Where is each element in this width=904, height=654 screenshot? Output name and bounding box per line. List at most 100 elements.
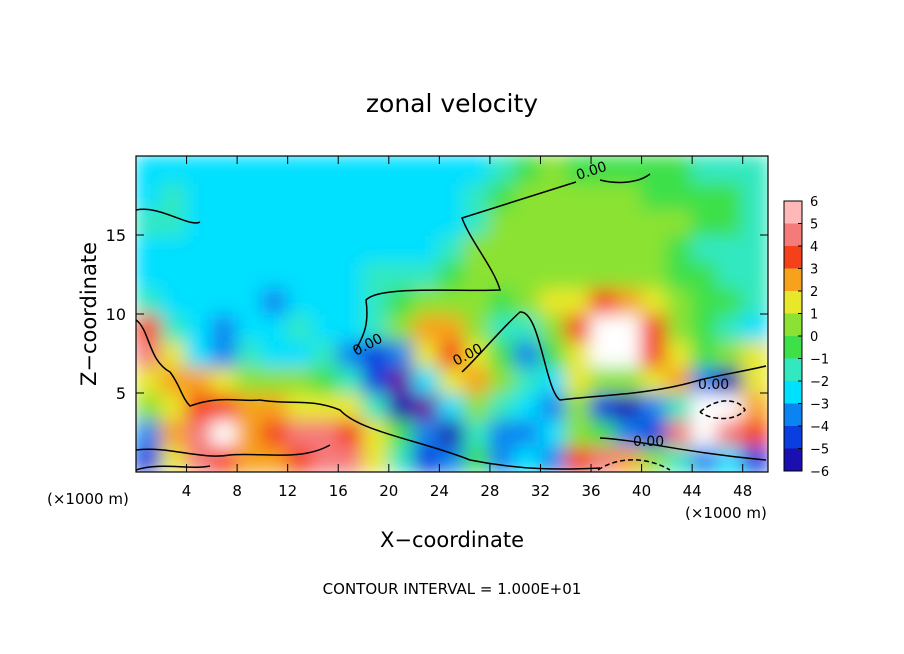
- colorbar-swatch: [784, 246, 802, 269]
- field-cell: [640, 444, 668, 472]
- field-cell: [691, 286, 719, 315]
- field-cell: [463, 313, 491, 342]
- field-cell: [311, 365, 340, 394]
- field-cell: [564, 392, 593, 421]
- field-cell: [741, 286, 768, 315]
- field-cell: [387, 260, 416, 289]
- field-cell: [311, 313, 340, 342]
- field-cell: [564, 207, 593, 236]
- field-cell: [463, 339, 491, 368]
- field-cell: [691, 365, 719, 394]
- field-cell: [160, 260, 188, 289]
- field-cell: [438, 444, 466, 472]
- field-cell: [413, 234, 441, 263]
- field-cell: [564, 365, 593, 394]
- field-cell: [210, 444, 239, 472]
- field-cell: [413, 444, 441, 472]
- field-cell: [311, 156, 340, 184]
- field-cell: [311, 260, 340, 289]
- field-cell: [413, 339, 441, 368]
- field-cell: [615, 444, 643, 472]
- field-cell: [136, 365, 163, 394]
- colorbar-swatch: [784, 313, 802, 337]
- field-cell: [362, 339, 390, 368]
- x-tick-label: 28: [480, 482, 499, 500]
- field-cell: [236, 418, 264, 447]
- field-cell: [413, 286, 441, 315]
- field-cell: [539, 444, 567, 472]
- field-cell: [337, 392, 365, 421]
- field-cell: [236, 339, 264, 368]
- field-cell: [716, 418, 744, 447]
- field-cell: [564, 156, 593, 184]
- x-tick-label: 32: [531, 482, 550, 500]
- field-cell: [261, 313, 289, 342]
- field-cell: [413, 392, 441, 421]
- field-cell: [590, 444, 618, 472]
- field-cell: [413, 313, 441, 342]
- field-cell: [488, 207, 517, 236]
- field-cell: [261, 207, 289, 236]
- colorbar-tick-label: 1: [810, 308, 818, 323]
- field-cell: [438, 313, 466, 342]
- field-cell: [564, 444, 593, 472]
- field-cell: [539, 418, 567, 447]
- field-cell: [236, 313, 264, 342]
- field-cell: [665, 286, 694, 315]
- field-cell: [615, 156, 643, 184]
- field-cell: [463, 392, 491, 421]
- field-cell: [716, 260, 744, 289]
- colorbar-tick-label: −6: [810, 465, 829, 480]
- field-cell: [362, 260, 390, 289]
- field-cell: [590, 418, 618, 447]
- field-cell: [691, 156, 719, 184]
- field-cell: [387, 181, 416, 210]
- field-cell: [337, 313, 365, 342]
- field-cell: [337, 181, 365, 210]
- field-cell: [185, 339, 213, 368]
- colorbar-swatch: [784, 201, 802, 224]
- field-cell: [286, 260, 314, 289]
- field-cell: [665, 207, 694, 236]
- field-cell: [564, 339, 593, 368]
- y-axis-label: Z−coordinate: [77, 242, 101, 386]
- field-cell: [286, 444, 314, 472]
- field-cell: [286, 365, 314, 394]
- field-cell: [665, 365, 694, 394]
- field-cell: [438, 234, 466, 263]
- field-cell: [286, 207, 314, 236]
- field-cell: [514, 156, 542, 184]
- field-cell: [564, 418, 593, 447]
- field-cell: [387, 313, 416, 342]
- field-cell: [438, 181, 466, 210]
- field-cell: [160, 286, 188, 315]
- field-cell: [463, 444, 491, 472]
- field-cell: [337, 260, 365, 289]
- y-tick-label: 5: [116, 384, 126, 403]
- field-cell: [136, 207, 163, 236]
- field-cell: [488, 234, 517, 263]
- field-cell: [387, 365, 416, 394]
- field-cell: [311, 181, 340, 210]
- field-cell: [716, 444, 744, 472]
- field-cell: [160, 444, 188, 472]
- field-cell: [160, 234, 188, 263]
- field-cell: [488, 286, 517, 315]
- x-tick-label: 36: [581, 482, 600, 500]
- field-cell: [514, 207, 542, 236]
- field-cell: [236, 365, 264, 394]
- field-cell: [539, 260, 567, 289]
- field-cell: [463, 181, 491, 210]
- field-cell: [716, 234, 744, 263]
- field-cell: [362, 234, 390, 263]
- field-layer: [136, 156, 768, 472]
- field-cell: [640, 181, 668, 210]
- contour-interval-note: CONTOUR INTERVAL = 1.000E+01: [323, 580, 582, 598]
- field-cell: [741, 207, 768, 236]
- field-cell: [236, 156, 264, 184]
- field-cell: [640, 418, 668, 447]
- field-cell: [362, 207, 390, 236]
- field-cell: [160, 207, 188, 236]
- field-cell: [136, 286, 163, 315]
- field-cell: [136, 418, 163, 447]
